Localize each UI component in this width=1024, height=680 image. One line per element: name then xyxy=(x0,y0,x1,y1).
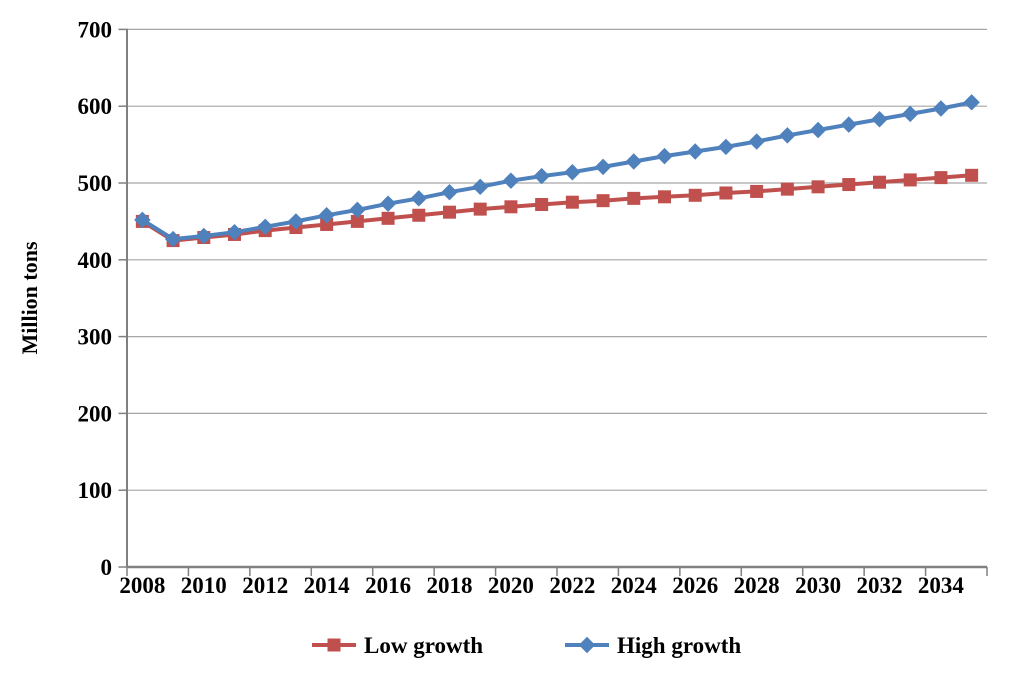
legend-label: High growth xyxy=(617,633,741,658)
x-tick-label: 2020 xyxy=(488,573,534,598)
data-point-marker-0 xyxy=(473,202,487,216)
x-tick-label: 2016 xyxy=(365,573,411,598)
x-tick-label: 2014 xyxy=(304,573,351,598)
data-point-marker-1 xyxy=(809,121,827,139)
data-point-marker-1 xyxy=(257,218,274,235)
data-point-marker-0 xyxy=(750,184,764,198)
data-point-marker-0 xyxy=(412,208,426,222)
y-tick-label: 300 xyxy=(78,325,113,350)
y-tick-label: 600 xyxy=(78,94,113,119)
x-tick-label: 2012 xyxy=(242,573,288,598)
series-line-1 xyxy=(140,100,974,242)
data-point-marker-0 xyxy=(842,178,856,192)
data-point-marker-0 xyxy=(596,194,610,208)
legend-label: Low growth xyxy=(364,633,483,658)
data-point-marker-1 xyxy=(533,167,550,185)
data-point-marker-0 xyxy=(780,182,794,196)
data-point-marker-1 xyxy=(902,105,919,123)
data-point-marker-0 xyxy=(719,186,733,200)
x-tick-label: 2018 xyxy=(427,573,473,598)
data-point-marker-0 xyxy=(535,198,549,212)
data-point-marker-0 xyxy=(627,191,641,205)
data-point-marker-1 xyxy=(441,184,458,201)
data-point-marker-1 xyxy=(963,94,980,111)
x-tick-label: 2008 xyxy=(119,573,165,598)
data-point-marker-1 xyxy=(748,133,765,150)
data-point-marker-1 xyxy=(840,116,857,133)
data-point-marker-1 xyxy=(318,207,335,224)
y-axis-title: Million tons xyxy=(17,241,42,355)
x-tick-label: 2024 xyxy=(611,573,658,598)
data-point-marker-1 xyxy=(195,227,212,245)
x-tick-label: 2030 xyxy=(795,573,841,598)
data-point-marker-0 xyxy=(903,173,917,187)
data-point-marker-1 xyxy=(410,190,427,207)
x-tick-label: 2032 xyxy=(857,573,903,598)
data-point-marker-1 xyxy=(594,158,612,176)
series-line-0 xyxy=(140,173,974,243)
data-point-marker-0 xyxy=(965,168,979,182)
legend-marker-square xyxy=(327,638,341,652)
x-tick-label: 2034 xyxy=(918,573,965,598)
y-tick-label: 500 xyxy=(78,171,113,196)
data-point-marker-0 xyxy=(658,190,671,204)
legend-marker-diamond xyxy=(578,636,596,654)
data-point-marker-0 xyxy=(688,188,702,202)
data-point-marker-1 xyxy=(717,138,735,156)
x-tick-label: 2028 xyxy=(734,573,780,598)
data-point-marker-1 xyxy=(134,211,151,229)
data-point-marker-0 xyxy=(443,205,456,219)
data-point-marker-1 xyxy=(472,178,489,196)
y-tick-label: 700 xyxy=(78,17,113,42)
data-point-marker-0 xyxy=(350,214,364,228)
data-point-marker-0 xyxy=(811,180,825,194)
data-point-marker-0 xyxy=(934,171,948,185)
data-point-marker-1 xyxy=(379,195,397,212)
x-tick-label: 2026 xyxy=(672,573,718,598)
x-tick-label: 2010 xyxy=(181,573,227,598)
data-point-marker-1 xyxy=(932,100,950,117)
data-point-marker-1 xyxy=(656,147,673,165)
data-point-marker-1 xyxy=(226,223,243,241)
data-point-marker-1 xyxy=(349,201,366,219)
data-point-marker-0 xyxy=(381,211,395,225)
data-point-marker-0 xyxy=(565,195,579,209)
data-point-marker-0 xyxy=(504,200,518,214)
data-point-marker-0 xyxy=(320,217,334,231)
data-point-marker-1 xyxy=(564,164,581,181)
data-point-marker-1 xyxy=(687,143,704,160)
data-point-marker-1 xyxy=(502,172,520,189)
y-tick-label: 200 xyxy=(78,401,113,426)
x-tick-label: 2022 xyxy=(549,573,595,598)
data-point-marker-1 xyxy=(625,153,642,170)
y-tick-label: 0 xyxy=(101,555,113,580)
y-tick-label: 400 xyxy=(78,248,113,273)
data-point-marker-1 xyxy=(164,230,182,248)
data-point-marker-1 xyxy=(287,213,305,230)
data-point-marker-1 xyxy=(779,127,796,144)
y-tick-label: 100 xyxy=(78,478,113,503)
data-point-marker-0 xyxy=(873,175,886,189)
data-point-marker-1 xyxy=(871,111,888,128)
